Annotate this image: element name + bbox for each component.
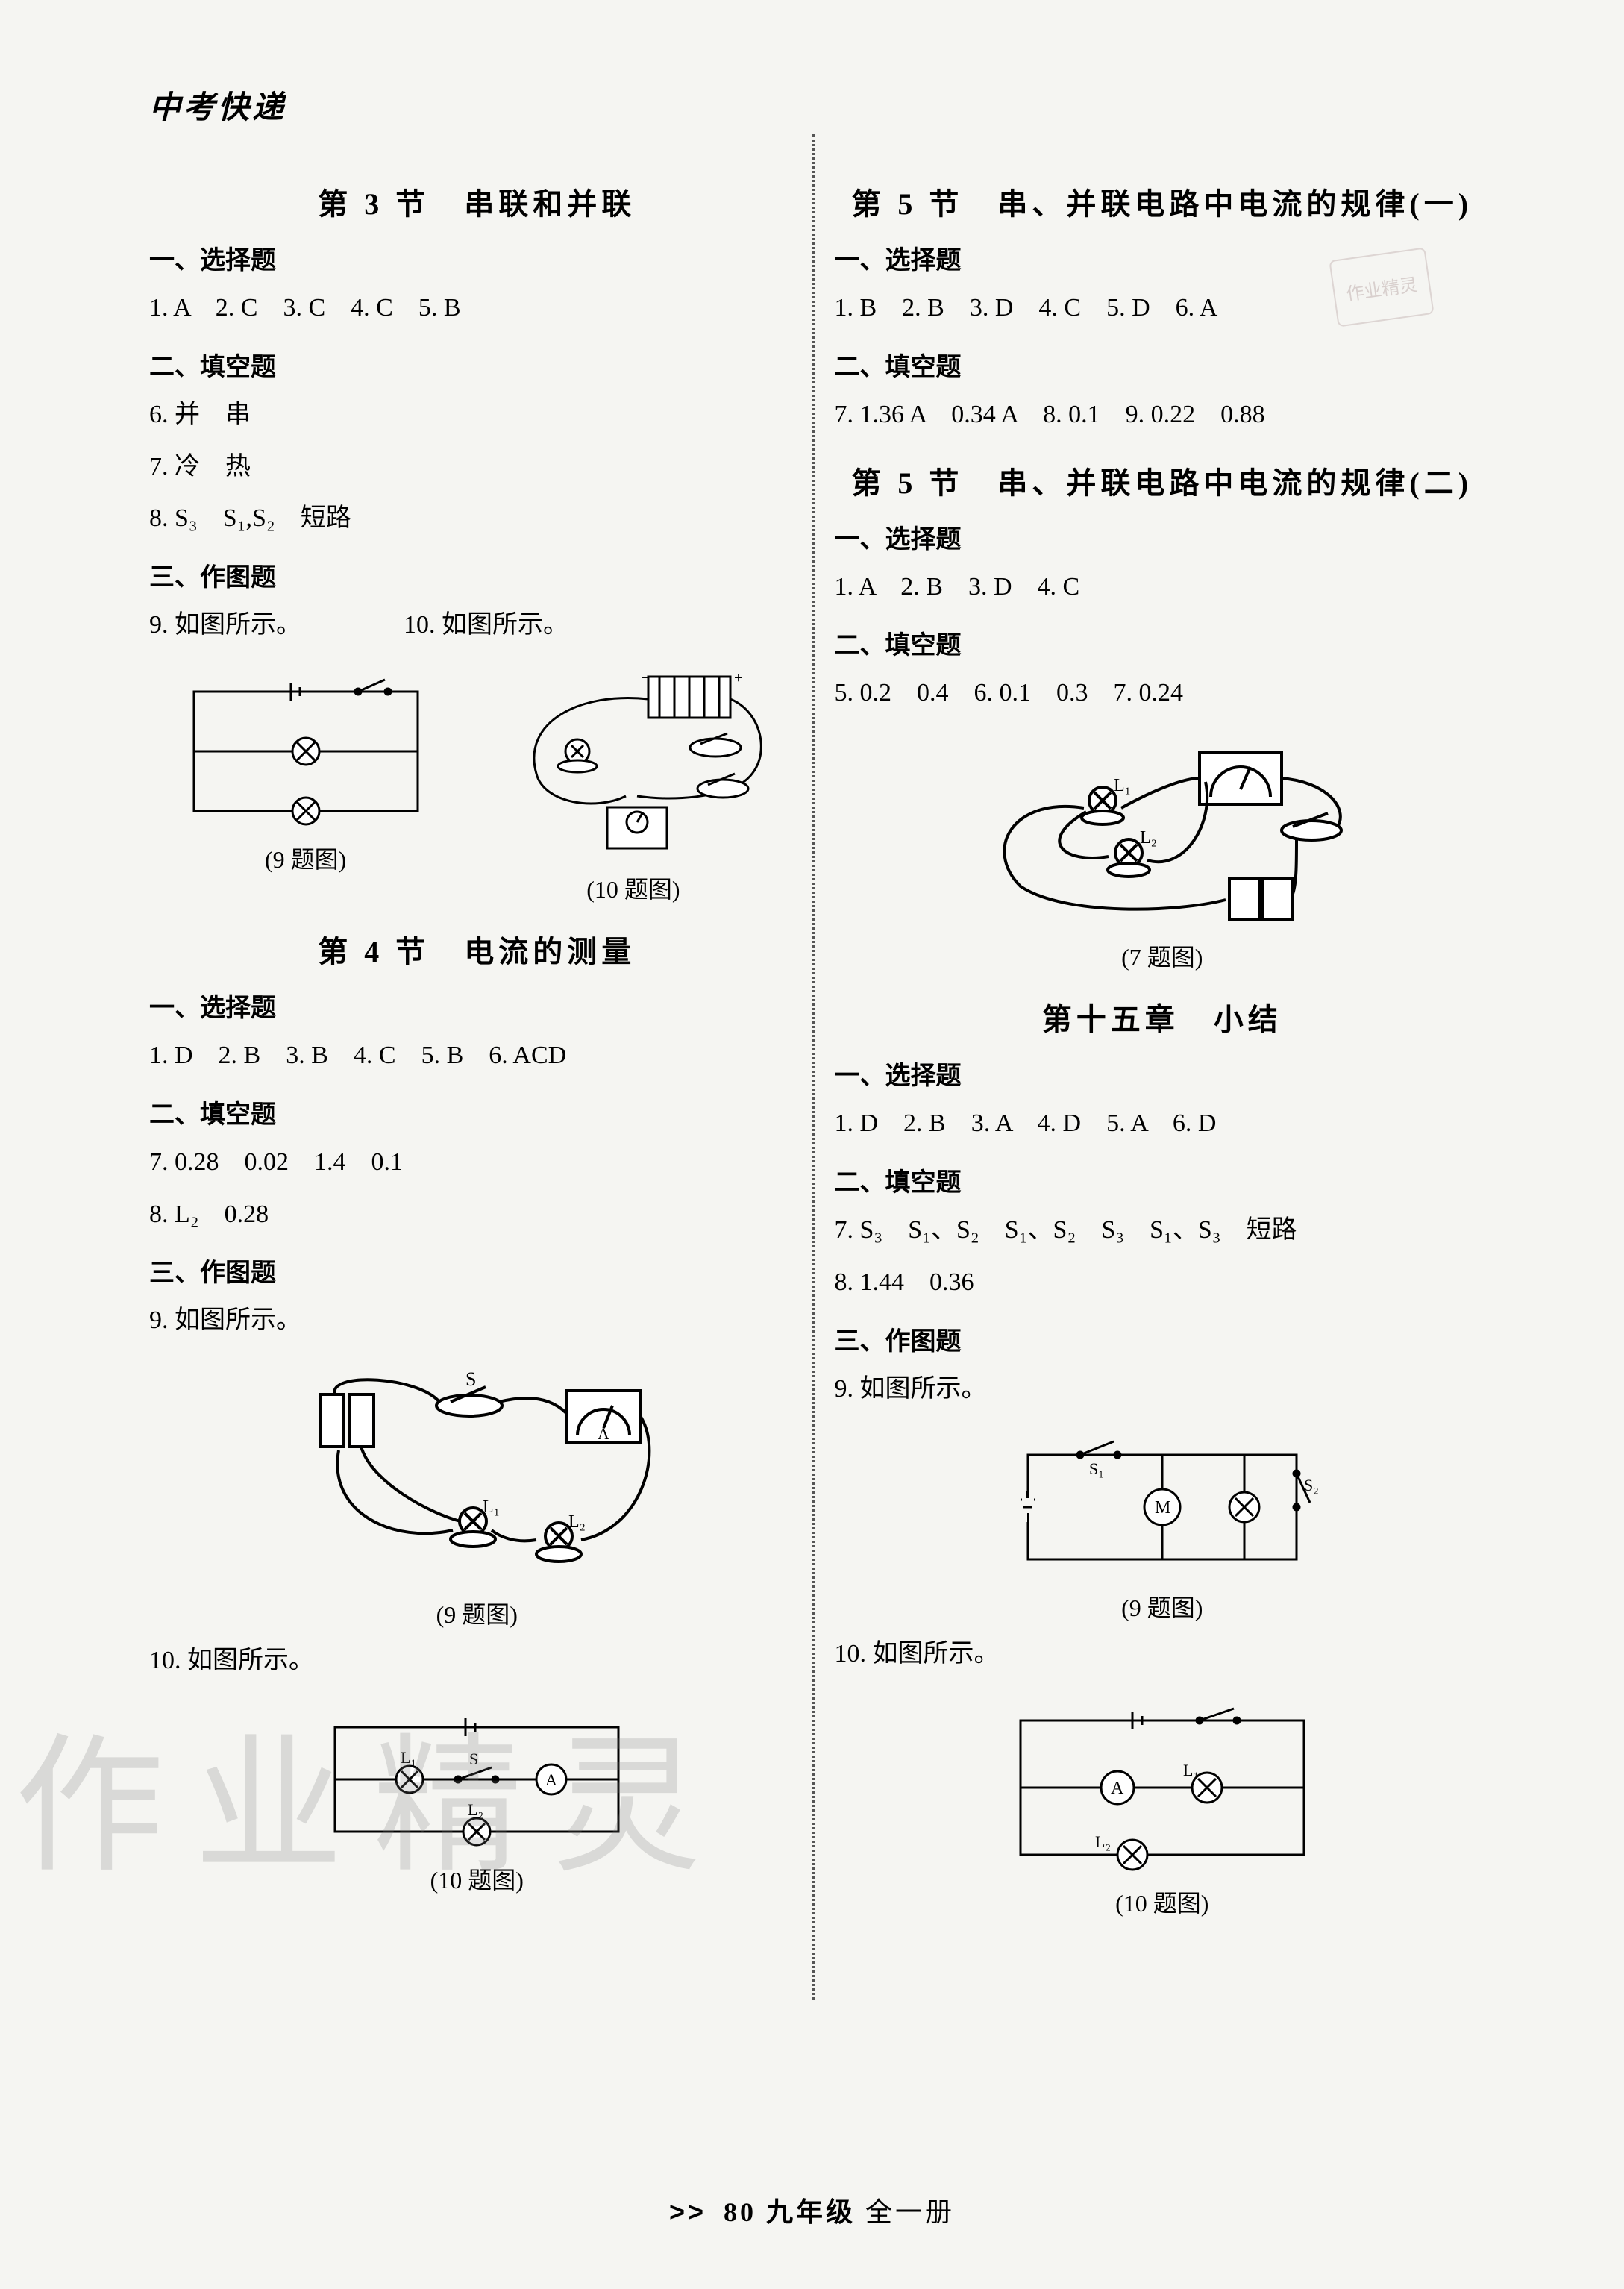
s3-a8: 8. S₃ S₁,S₂ 短路 bbox=[149, 497, 805, 540]
s5b-a1: 1. A 2. B 3. D 4. C bbox=[835, 566, 1490, 609]
s5b-diagram-7: L₁ L₂ bbox=[953, 737, 1371, 973]
section-5a-title: 第 5 节 串、并联电路中电流的规律(一) bbox=[835, 180, 1490, 223]
svg-text:L₂: L₂ bbox=[1140, 828, 1157, 848]
s5b-diagram-row: L₁ L₂ bbox=[835, 737, 1490, 973]
s15-a10: 10. 如图所示。 bbox=[835, 1632, 1490, 1676]
s5b-h1: 一、选择题 bbox=[835, 519, 1490, 555]
svg-text:L₁: L₁ bbox=[483, 1497, 500, 1517]
svg-text:L₂: L₂ bbox=[468, 1800, 483, 1819]
s3-diagram-10: − + bbox=[492, 669, 775, 905]
s5b-a5: 5. 0.2 0.4 6. 0.1 0.3 7. 0.24 bbox=[835, 671, 1490, 715]
s3-a9-a10: 9. 如图所示。 10. 如图所示。 bbox=[149, 604, 805, 647]
circuit-9-svg bbox=[179, 669, 433, 833]
s4-diagram-10-row: L₁ S A L₂ (10 题图) bbox=[149, 1705, 805, 1896]
svg-text:L₁: L₁ bbox=[1183, 1761, 1199, 1779]
s4-cap9: (9 题图) bbox=[436, 1596, 518, 1630]
section-15-title: 第十五章 小结 bbox=[835, 995, 1490, 1039]
s15-h1: 一、选择题 bbox=[835, 1055, 1490, 1092]
s3-cap9: (9 题图) bbox=[265, 841, 346, 875]
svg-text:L₂: L₂ bbox=[568, 1512, 586, 1532]
footer-volume: 全一册 bbox=[865, 2197, 955, 2227]
s4-a10: 10. 如图所示。 bbox=[149, 1639, 805, 1682]
s3-a7: 7. 冷 热 bbox=[149, 445, 805, 489]
s5a-a7: 7. 1.36 A 0.34 A 8. 0.1 9. 0.22 0.88 bbox=[835, 393, 1490, 436]
s3-a9: 9. 如图所示。 bbox=[149, 611, 301, 639]
column-divider bbox=[812, 134, 815, 2000]
footer-grade: 九年级 bbox=[766, 2197, 856, 2227]
s3-diagram-9: (9 题图) bbox=[179, 669, 433, 905]
s5a-h1: 一、选择题 bbox=[835, 239, 1490, 276]
s5b-circuit-7-svg: L₁ L₂ bbox=[953, 737, 1371, 931]
circuit-10-svg: − + bbox=[492, 669, 775, 863]
section-4-title: 第 4 节 电流的测量 bbox=[149, 927, 805, 971]
s3-a1: 1. A 2. C 3. C 4. C 5. B bbox=[149, 286, 805, 330]
s3-a6: 6. 并 串 bbox=[149, 393, 805, 436]
s3-a10: 10. 如图所示。 bbox=[404, 611, 568, 639]
s15-diagram-10-row: A L₁ L₂ (10 题图) bbox=[835, 1698, 1490, 1919]
s15-diagram-10: A L₁ L₂ (10 题图) bbox=[998, 1698, 1326, 1919]
s4-diagram-9: S A L₁ L₂ bbox=[283, 1365, 671, 1630]
s15-a1: 1. D 2. B 3. A 4. D 5. A 6. D bbox=[835, 1102, 1490, 1145]
s15-a7: 7. S₃ S₁、S₂ S₁、S₂ S₃ S₁、S₃ 短路 bbox=[835, 1209, 1490, 1252]
s3-h3: 三、作图题 bbox=[149, 557, 805, 593]
s3-h2: 二、填空题 bbox=[149, 346, 805, 383]
footer-arrows: >> bbox=[669, 2196, 706, 2227]
s4-circuit-10-svg: L₁ S A L₂ bbox=[313, 1705, 641, 1854]
s4-circuit-9-svg: S A L₁ L₂ bbox=[283, 1365, 671, 1588]
svg-text:S₂: S₂ bbox=[1304, 1476, 1319, 1494]
book-title: 中考快递 bbox=[149, 82, 1490, 128]
s4-cap10: (10 题图) bbox=[430, 1861, 524, 1896]
s3-cap10: (10 题图) bbox=[586, 871, 680, 905]
svg-text:M: M bbox=[1155, 1498, 1170, 1518]
s15-circuit-9-svg: S₁ M S₂ bbox=[1006, 1432, 1319, 1582]
s4-diagram-10: L₁ S A L₂ (10 题图) bbox=[313, 1705, 641, 1896]
svg-text:A: A bbox=[545, 1770, 557, 1789]
section-5b-title: 第 5 节 串、并联电路中电流的规律(二) bbox=[835, 459, 1490, 502]
s15-a9: 9. 如图所示。 bbox=[835, 1368, 1490, 1411]
s3-h1: 一、选择题 bbox=[149, 239, 805, 276]
s3-diagram-row: (9 题图) − + bbox=[149, 669, 805, 905]
s4-a8: 8. L₂ 0.28 bbox=[149, 1193, 805, 1236]
s5b-h2: 二、填空题 bbox=[835, 624, 1490, 661]
svg-text:A: A bbox=[1111, 1779, 1124, 1798]
s15-diagram-9-row: S₁ M S₂ bbox=[835, 1432, 1490, 1623]
s15-a8: 8. 1.44 0.36 bbox=[835, 1261, 1490, 1304]
s4-h3: 三、作图题 bbox=[149, 1252, 805, 1288]
s4-h1: 一、选择题 bbox=[149, 987, 805, 1024]
footer-page: 80 bbox=[724, 2197, 756, 2227]
s15-circuit-10-svg: A L₁ L₂ bbox=[998, 1698, 1326, 1877]
svg-text:S: S bbox=[465, 1368, 476, 1390]
svg-text:L₂: L₂ bbox=[1095, 1832, 1111, 1851]
s4-h2: 二、填空题 bbox=[149, 1094, 805, 1130]
section-3-title: 第 3 节 串联和并联 bbox=[149, 180, 805, 223]
s5b-cap7: (7 题图) bbox=[1121, 939, 1203, 973]
s15-diagram-9: S₁ M S₂ bbox=[1006, 1432, 1319, 1623]
svg-text:L₁: L₁ bbox=[1114, 776, 1131, 795]
page-footer: >> 80 九年级 全一册 bbox=[0, 2191, 1624, 2229]
left-column: 第 3 节 串联和并联 一、选择题 1. A 2. C 3. C 4. C 5.… bbox=[149, 157, 805, 1926]
right-column: 第 5 节 串、并联电路中电流的规律(一) 一、选择题 1. B 2. B 3.… bbox=[835, 157, 1490, 1926]
s4-diagram-9-row: S A L₁ L₂ bbox=[149, 1365, 805, 1630]
svg-text:L₁: L₁ bbox=[401, 1748, 416, 1767]
s15-h3: 三、作图题 bbox=[835, 1321, 1490, 1357]
svg-text:S₁: S₁ bbox=[1089, 1459, 1104, 1478]
s15-cap10: (10 题图) bbox=[1115, 1885, 1208, 1919]
svg-text:S: S bbox=[469, 1750, 478, 1768]
s5a-h2: 二、填空题 bbox=[835, 346, 1490, 383]
two-column-layout: 第 3 节 串联和并联 一、选择题 1. A 2. C 3. C 4. C 5.… bbox=[149, 157, 1490, 1926]
s5a-a1: 1. B 2. B 3. D 4. C 5. D 6. A bbox=[835, 286, 1490, 330]
s4-a7: 7. 0.28 0.02 1.4 0.1 bbox=[149, 1141, 805, 1184]
s4-a1: 1. D 2. B 3. B 4. C 5. B 6. ACD bbox=[149, 1034, 805, 1077]
s4-a9: 9. 如图所示。 bbox=[149, 1299, 805, 1342]
svg-text:−: − bbox=[641, 670, 649, 686]
svg-text:A: A bbox=[598, 1424, 609, 1443]
s15-h2: 二、填空题 bbox=[835, 1162, 1490, 1198]
svg-text:+: + bbox=[734, 670, 742, 686]
s15-cap9: (9 题图) bbox=[1121, 1589, 1203, 1623]
